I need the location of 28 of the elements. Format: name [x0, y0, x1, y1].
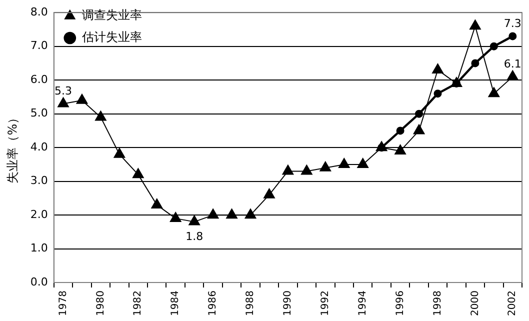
- y-tick-label: 0.0: [30, 275, 48, 288]
- y-tick-label: 6.0: [30, 72, 48, 86]
- data-label: 5.3: [54, 84, 72, 98]
- x-tick-label: 1988: [245, 290, 256, 316]
- y-tick-label: 2.0: [30, 208, 48, 221]
- x-tick-label: 2002: [507, 290, 518, 316]
- y-tick-label: 7.0: [30, 39, 48, 52]
- y-tick-label: 5.0: [30, 106, 48, 120]
- x-tick-label: 1978: [58, 290, 69, 316]
- x-tick-label: 1990: [282, 290, 294, 316]
- y-tick-label: 4.0: [30, 140, 48, 154]
- x-tick-label: 1992: [320, 290, 331, 316]
- x-tick-label: 1984: [170, 290, 182, 316]
- x-tick-label: 2000: [470, 290, 481, 316]
- y-tick-label: 1.0: [30, 242, 48, 255]
- data-label: 1.8: [186, 230, 204, 243]
- x-tick-label: 1982: [132, 290, 144, 316]
- y-tick-label: 8.0: [30, 5, 48, 18]
- x-tick-label: 1980: [95, 290, 106, 316]
- y-axis-title: 失业率（%）: [5, 112, 20, 184]
- x-tick-label: 1994: [357, 290, 368, 316]
- x-tick-label: 1996: [394, 290, 406, 316]
- legend-label: 估计失业率: [80, 30, 142, 44]
- data-label: 6.1: [504, 58, 522, 71]
- x-tick-label: 1998: [432, 290, 444, 316]
- y-tick-label: 3.0: [30, 174, 48, 188]
- x-tick-label: 1986: [208, 290, 219, 316]
- data-label: 7.3: [504, 17, 522, 30]
